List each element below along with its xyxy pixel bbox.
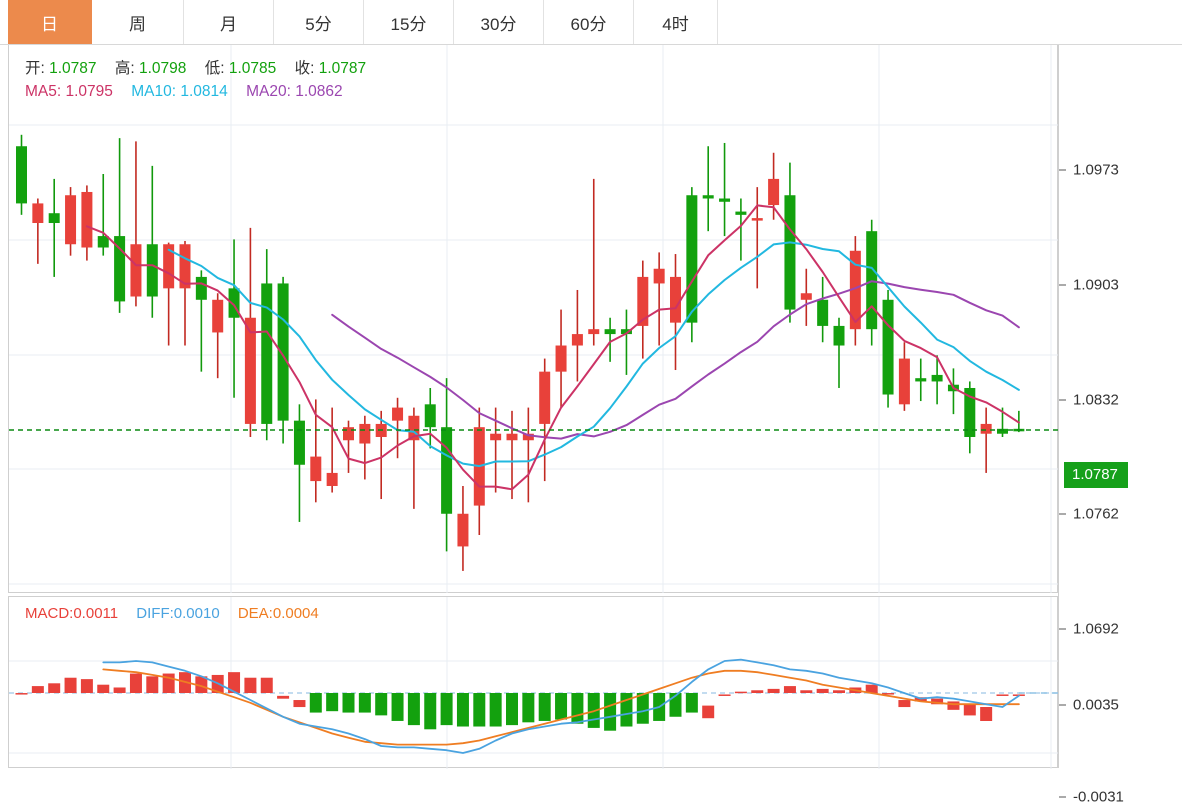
- tab-label: 15分: [390, 14, 427, 34]
- tab-6[interactable]: 60分: [544, 0, 634, 44]
- tab-label: 30分: [480, 14, 517, 34]
- axis-tick: [1059, 704, 1066, 706]
- tab-label: 月: [220, 14, 237, 34]
- tab-label: 周: [129, 14, 146, 34]
- tab-2[interactable]: 月: [184, 0, 274, 44]
- tab-label: 60分: [570, 14, 607, 34]
- tab-7[interactable]: 4时: [634, 0, 718, 44]
- axis-tick: [1059, 513, 1066, 515]
- axis-tick: [1059, 628, 1066, 630]
- axis-tick: [1059, 169, 1066, 171]
- price-chart-panel[interactable]: 开: 1.0787 高: 1.0798 低: 1.0785 收: 1.0787 …: [8, 45, 1059, 593]
- axis-tick: [1059, 284, 1066, 286]
- candlestick-svg: [9, 45, 1059, 593]
- price-axis-label-1: 1.0903: [1073, 276, 1119, 294]
- macd-chart-panel[interactable]: MACD:0.0011 DIFF:0.0010 DEA:0.0004: [8, 596, 1059, 769]
- current-price-badge: 1.0787: [1064, 462, 1128, 488]
- tab-0[interactable]: 日: [8, 0, 92, 44]
- macd-axis-label-1: -0.0031: [1073, 788, 1124, 806]
- tab-4[interactable]: 15分: [364, 0, 454, 44]
- axis-tick: [1059, 796, 1066, 798]
- macd-svg: [9, 597, 1059, 769]
- macd-axis-label-0: 0.0035: [1073, 696, 1119, 714]
- tab-3[interactable]: 5分: [274, 0, 364, 44]
- price-axis-label-4: 1.0692: [1073, 620, 1119, 638]
- chart-container: 开: 1.0787 高: 1.0798 低: 1.0785 收: 1.0787 …: [0, 45, 1182, 806]
- timeframe-tab-bar: 日 周 月 5分 15分 30分 60分 4时: [0, 0, 1182, 45]
- price-axis-label-0: 1.0973: [1073, 161, 1119, 179]
- tab-label: 5分: [305, 14, 332, 34]
- price-axis-label-2: 1.0832: [1073, 391, 1119, 409]
- tab-1[interactable]: 周: [92, 0, 184, 44]
- y-axis-column: 1.0973 1.0903 1.0832 1.0762 1.0692 1.0787 0.00…: [1058, 45, 1182, 806]
- tab-5[interactable]: 30分: [454, 0, 544, 44]
- tab-label: 日: [41, 14, 58, 34]
- tab-label: 4时: [662, 14, 689, 34]
- price-axis-label-3: 1.0762: [1073, 505, 1119, 523]
- axis-tick: [1059, 399, 1066, 401]
